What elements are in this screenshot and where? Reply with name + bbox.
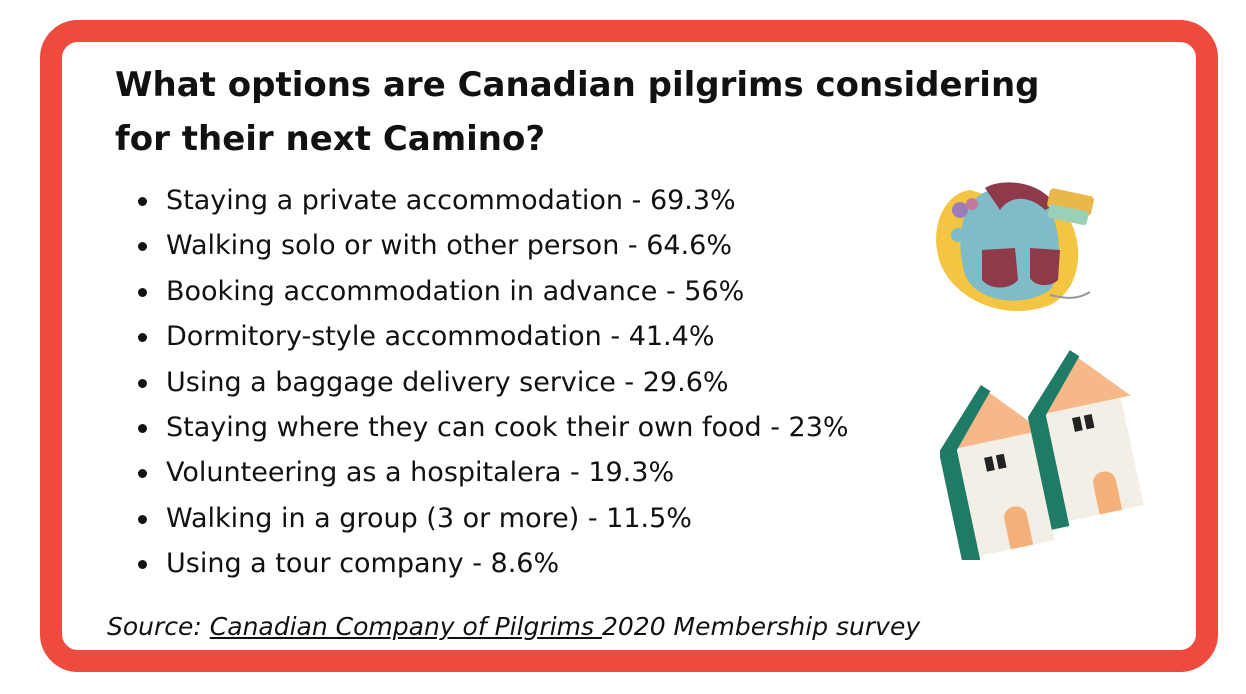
option-item: Walking in a group (3 or more) - 11.5% [138, 496, 849, 541]
option-item: Walking solo or with other person - 64.6… [138, 223, 849, 268]
option-item: Dormitory-style accommodation - 41.4% [138, 314, 849, 359]
backpack-illustration [936, 182, 1094, 311]
option-item: Staying a private accommodation - 69.3% [138, 178, 849, 223]
option-item: Booking accommodation in advance - 56% [138, 269, 849, 314]
source-note: Source: Canadian Company of Pilgrims 202… [107, 612, 920, 641]
option-item: Volunteering as a hospitalera - 19.3% [138, 450, 849, 495]
houses-illustration [940, 350, 1144, 560]
source-link[interactable]: Canadian Company of Pilgrims [209, 612, 602, 641]
option-item: Using a tour company - 8.6% [138, 541, 849, 586]
title: What options are Canadian pilgrims consi… [115, 65, 1040, 159]
source-prefix: Source: [107, 612, 210, 641]
source-suffix: 2020 Membership survey [601, 612, 921, 641]
option-item: Staying where they can cook their own fo… [138, 405, 849, 450]
option-list: Staying a private accommodation - 69.3% W… [138, 178, 849, 587]
card-frame [40, 20, 1218, 672]
option-item: Using a baggage delivery service - 29.6% [138, 360, 849, 405]
